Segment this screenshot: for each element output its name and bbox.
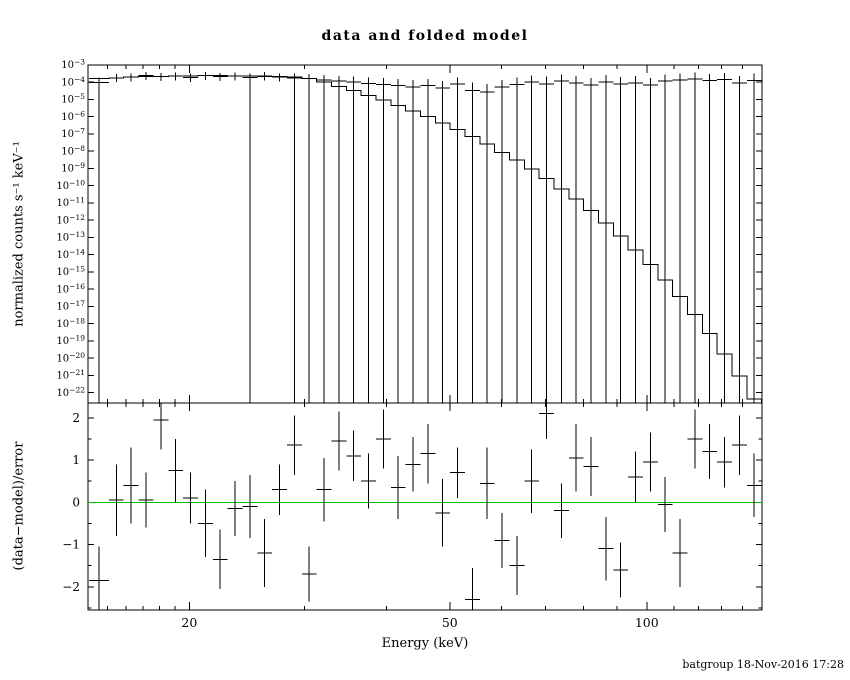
model-step-line (89, 75, 763, 403)
residual-series (89, 403, 762, 610)
y-tick-label: 10−21 (56, 368, 85, 382)
y-tick-label: 10−7 (61, 127, 85, 141)
y-tick-label: 10−3 (61, 58, 85, 72)
y-tick-label: −2 (62, 580, 80, 594)
y-tick-label: 10−8 (61, 144, 85, 158)
x-axis-label: Energy (keV) (381, 636, 469, 651)
y-tick-label: 10−17 (56, 299, 85, 313)
y-tick-label: 10−22 (56, 385, 85, 399)
y-tick-label: 1 (72, 453, 80, 467)
y-tick-label: 10−13 (56, 230, 85, 244)
y-tick-label: 10−19 (56, 334, 85, 348)
y-tick-label: 10−10 (56, 178, 85, 192)
y-tick-label: 10−5 (61, 92, 85, 106)
y-tick-label: 10−16 (56, 282, 85, 296)
y-tick-label: 10−6 (61, 109, 85, 123)
plot-timestamp: batgroup 18-Nov-2016 17:28 (682, 658, 844, 671)
y-tick-label: −1 (62, 538, 80, 552)
y-tick-label: 0 (72, 495, 80, 509)
y-tick-label: 2 (72, 411, 80, 425)
y-tick-label: 10−4 (61, 75, 85, 89)
y-tick-label: 10−9 (61, 161, 85, 175)
y-tick-label: 10−20 (56, 351, 85, 365)
y-tick-label: 10−15 (56, 265, 85, 279)
data-series (89, 71, 762, 403)
y-tick-label: 10−18 (56, 316, 85, 330)
x-tick-label: 50 (442, 615, 458, 630)
spectrum-panel-frame (87, 64, 763, 404)
plot-title: data and folded model (321, 28, 529, 44)
residual-panel-frame (87, 402, 763, 611)
x-tick-label: 20 (181, 615, 197, 630)
y-tick-label: 10−11 (56, 196, 85, 210)
y-tick-label: 10−14 (56, 247, 85, 261)
y-tick-label: 10−12 (56, 213, 85, 227)
x-tick-label: 100 (635, 615, 659, 630)
